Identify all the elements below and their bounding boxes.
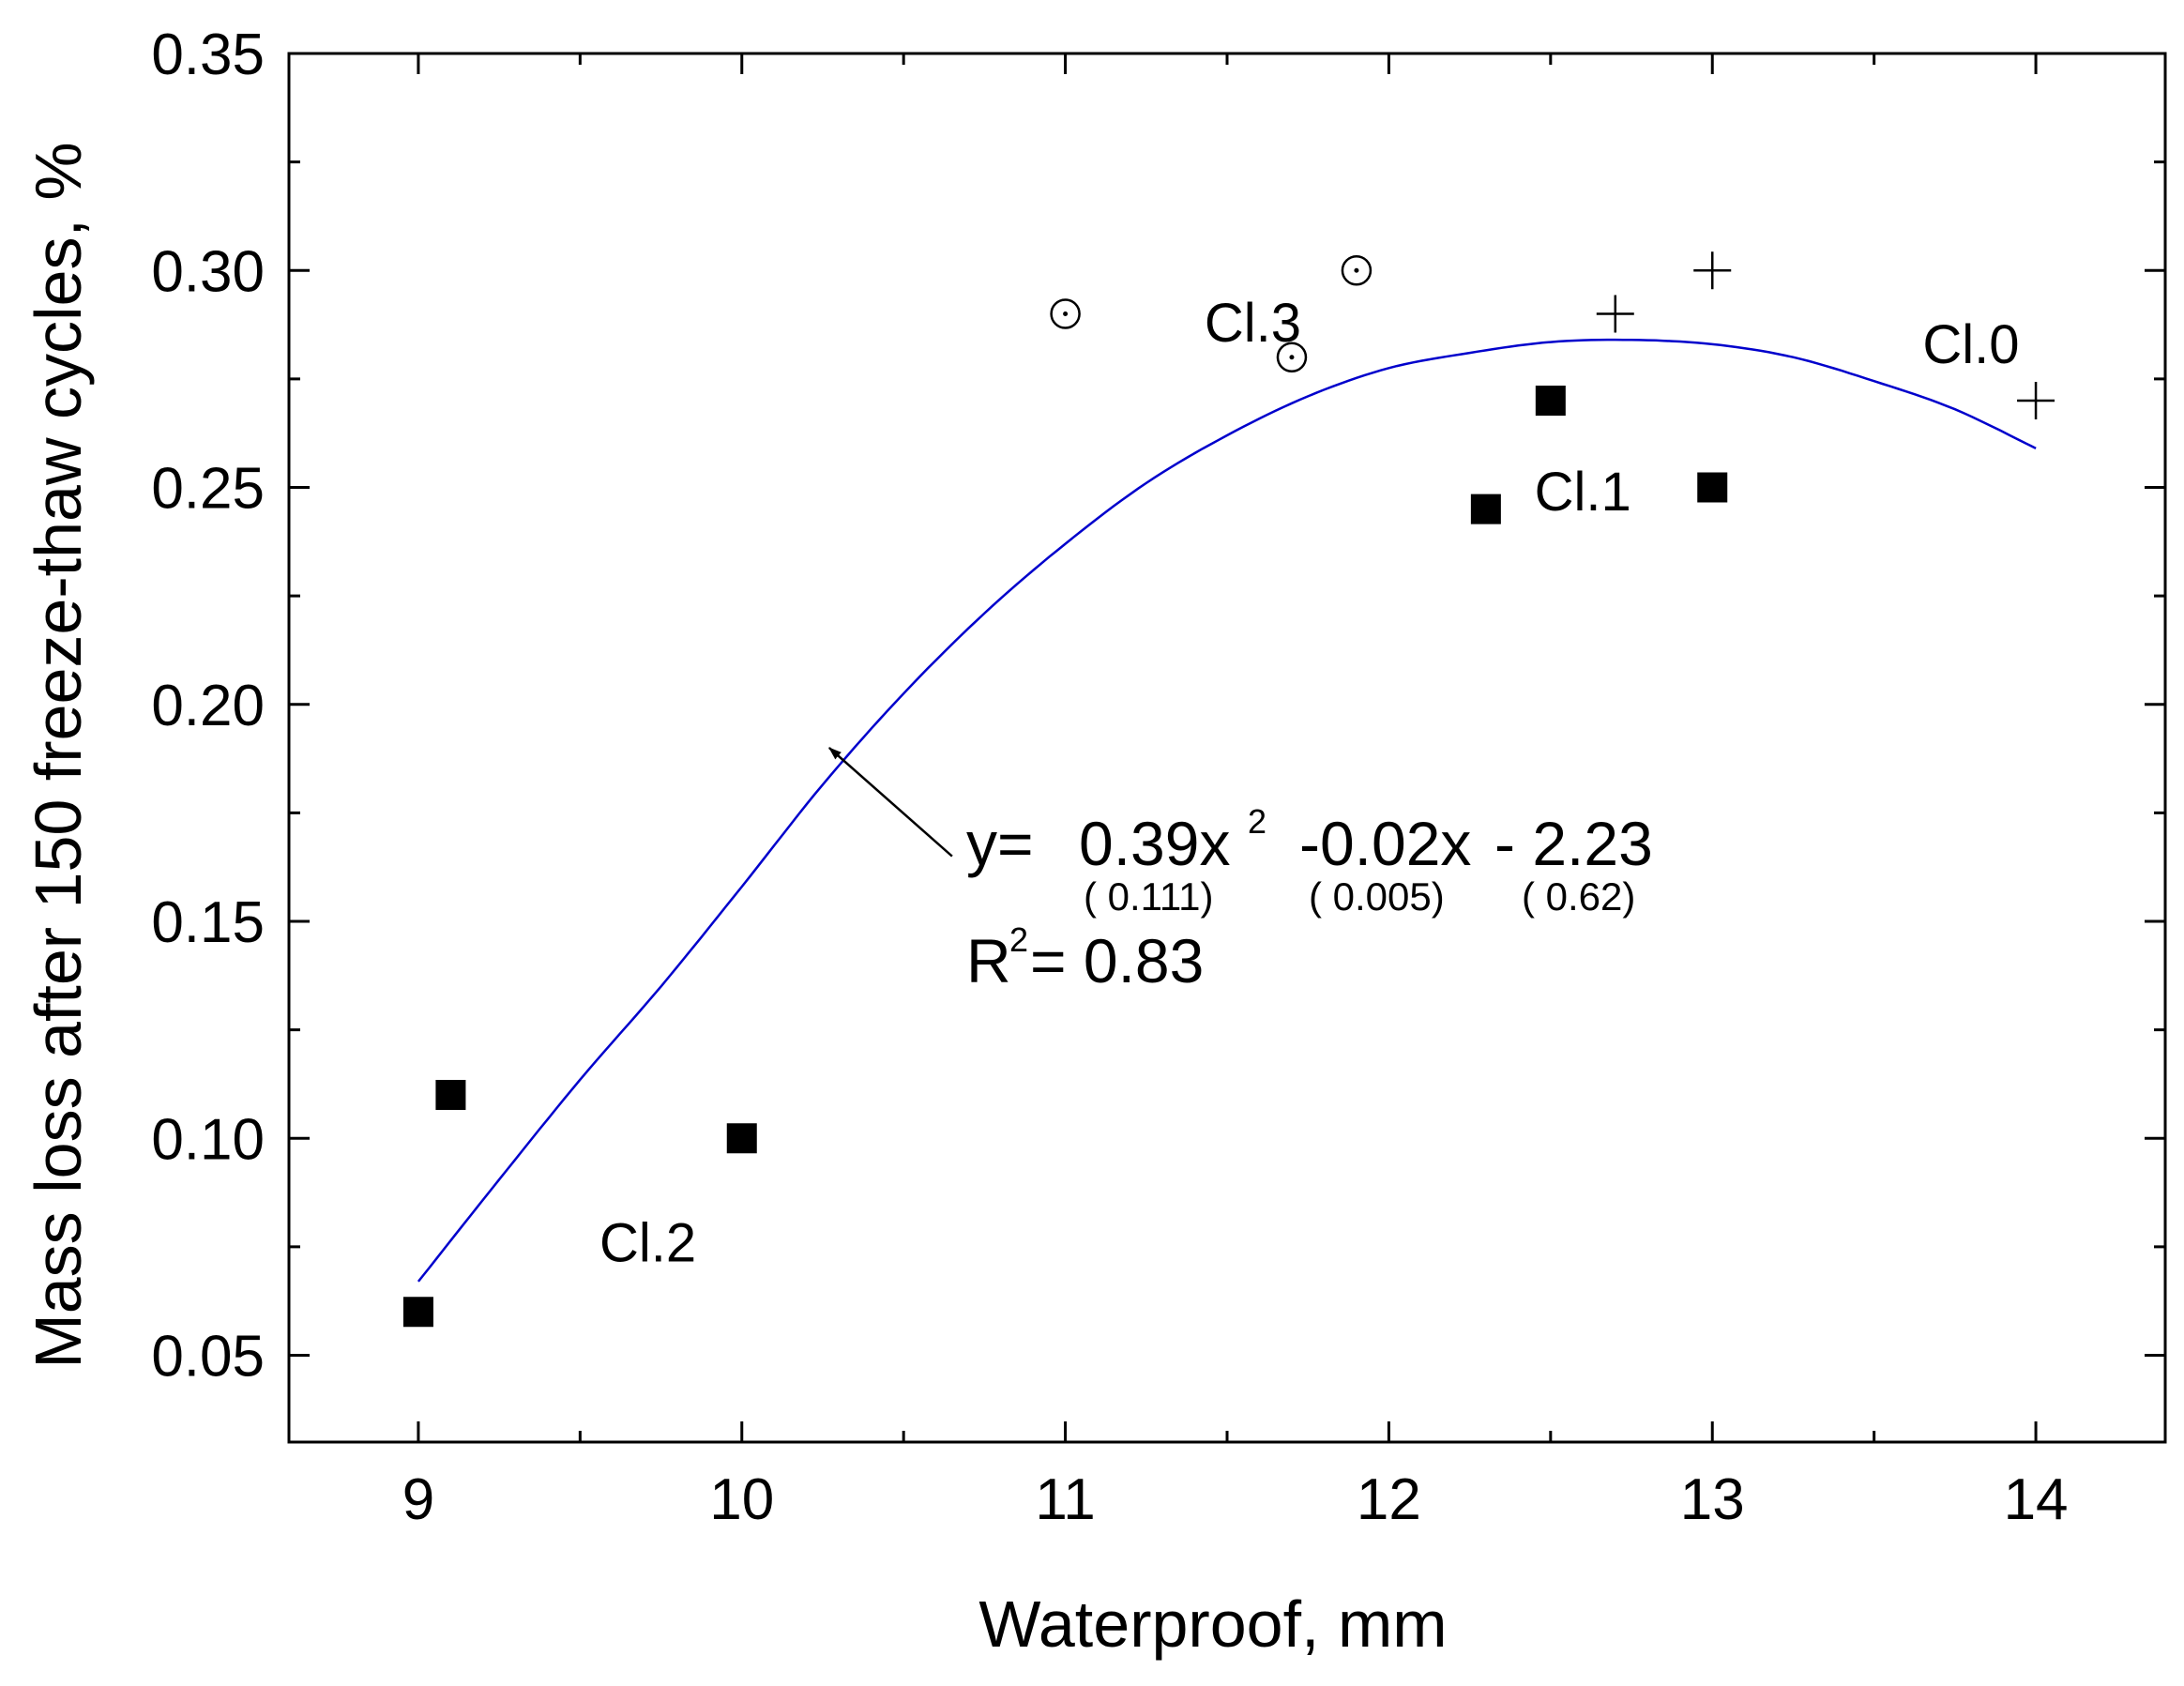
y-tick-label: 0.30 bbox=[151, 239, 265, 304]
y-tick-label: 0.15 bbox=[151, 890, 265, 955]
equation-term1-exponent: 2 bbox=[1248, 802, 1266, 841]
y-tick-label: 0.35 bbox=[151, 23, 265, 87]
x-tick-label: 11 bbox=[1035, 1467, 1095, 1532]
x-axis-title: Waterproof, mm bbox=[978, 1587, 1447, 1661]
y-tick-label: 0.25 bbox=[151, 457, 265, 522]
y-tick-label: 0.05 bbox=[151, 1325, 265, 1390]
x-tick-label: 12 bbox=[1357, 1467, 1421, 1532]
axis-ticks bbox=[289, 52, 2165, 1442]
equation-se2: ( 0.005) bbox=[1309, 874, 1445, 919]
data-markers bbox=[402, 251, 2055, 1328]
equation-term3: - 2.23 bbox=[1494, 809, 1653, 878]
x-tick-label: 9 bbox=[402, 1467, 434, 1532]
circle-marker-ring bbox=[1341, 255, 1373, 286]
y-axis-title: Mass loss after 150 freeze-thaw cycles, … bbox=[22, 142, 95, 1368]
square-marker bbox=[435, 1080, 466, 1110]
equation-term2: -0.02x bbox=[1299, 809, 1471, 878]
equation-se1: ( 0.111) bbox=[1084, 874, 1214, 919]
circle-marker bbox=[1050, 298, 1081, 329]
x-tick-label: 14 bbox=[2004, 1467, 2069, 1532]
r-squared-exponent: 2 bbox=[1009, 920, 1028, 959]
axis-tick-labels: 9 10 11 12 13 14 0.05 0.10 0.15 0.20 0.25 0.30 0.35 bbox=[151, 23, 2068, 1532]
square-marker bbox=[1470, 494, 1501, 524]
circle-marker bbox=[1341, 255, 1373, 286]
square-marker bbox=[726, 1123, 757, 1154]
plus-marker bbox=[1693, 251, 1732, 290]
plot-frame bbox=[287, 52, 2167, 1444]
square-marker bbox=[1535, 386, 1566, 416]
plus-marker bbox=[2017, 382, 2055, 419]
y-tick-label: 0.20 bbox=[151, 674, 265, 738]
x-tick-label: 13 bbox=[1680, 1467, 1745, 1532]
fit-arrow bbox=[828, 747, 953, 858]
fit-curve bbox=[417, 338, 2037, 1283]
y-tick-label: 0.10 bbox=[151, 1107, 265, 1172]
plus-marker bbox=[1596, 295, 1634, 333]
x-tick-label: 10 bbox=[709, 1467, 774, 1532]
r-squared-prefix: R bbox=[966, 926, 1011, 995]
circle-marker-ring bbox=[1050, 298, 1081, 329]
equation-se3: ( 0.62) bbox=[1522, 874, 1635, 919]
circle-marker-dot bbox=[1289, 355, 1295, 360]
fit-equation: y= 0.39x 2 -0.02x - 2.23 ( 0.111) ( 0.00… bbox=[966, 802, 1653, 995]
circle-marker-dot bbox=[1354, 267, 1359, 273]
annotation-label: Cl.0 bbox=[1922, 314, 2019, 375]
annotation-label: Cl.1 bbox=[1535, 462, 1631, 523]
annotation-label: Cl.2 bbox=[599, 1212, 696, 1273]
circle-marker-ring bbox=[1276, 342, 1308, 372]
circle-marker-dot bbox=[1063, 311, 1069, 316]
square-marker bbox=[1697, 472, 1728, 503]
equation-term1: 0.39x bbox=[1079, 809, 1230, 878]
circle-marker bbox=[1276, 342, 1308, 372]
equation-y-label: y= bbox=[966, 809, 1034, 878]
annotation-label: Cl.3 bbox=[1205, 293, 1301, 354]
square-marker bbox=[402, 1297, 433, 1328]
r-squared-value: = 0.83 bbox=[1030, 926, 1204, 995]
cluster-labels: Cl.3 Cl.0 Cl.1 Cl.2 bbox=[599, 293, 2020, 1274]
